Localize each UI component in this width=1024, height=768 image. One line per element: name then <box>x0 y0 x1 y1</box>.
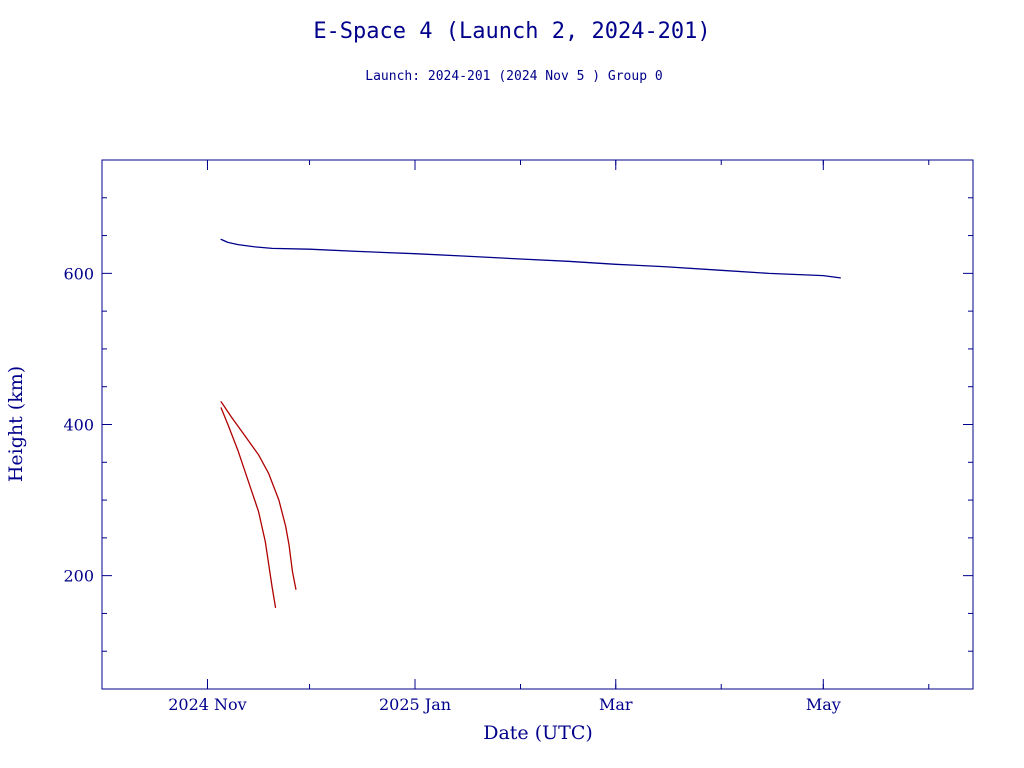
chart-title: E-Space 4 (Launch 2, 2024-201) <box>313 19 710 44</box>
x-tick-label: 2025 Jan <box>379 695 451 714</box>
x-tick-label: 2024 Nov <box>168 695 246 714</box>
y-tick-label: 600 <box>63 264 94 283</box>
y-tick-label: 200 <box>63 567 94 586</box>
series-line-1 <box>220 238 841 279</box>
chart-subtitle: Launch: 2024-201 (2024 Nov 5 ) Group 0 <box>365 69 662 84</box>
y-tick-label: 400 <box>63 416 94 435</box>
series-line-2 <box>220 401 297 590</box>
x-tick-label: May <box>806 695 841 714</box>
series-line-3 <box>220 407 277 609</box>
x-tick-label: Mar <box>599 695 633 714</box>
series-layer <box>220 238 841 609</box>
x-axis-label: Date (UTC) <box>483 722 593 744</box>
y-axis-label: Height (km) <box>5 366 27 482</box>
plot-frame <box>101 159 974 690</box>
axis-ticks: 2024 Nov 2025 Jan Mar May 200 400 600 <box>63 160 973 714</box>
